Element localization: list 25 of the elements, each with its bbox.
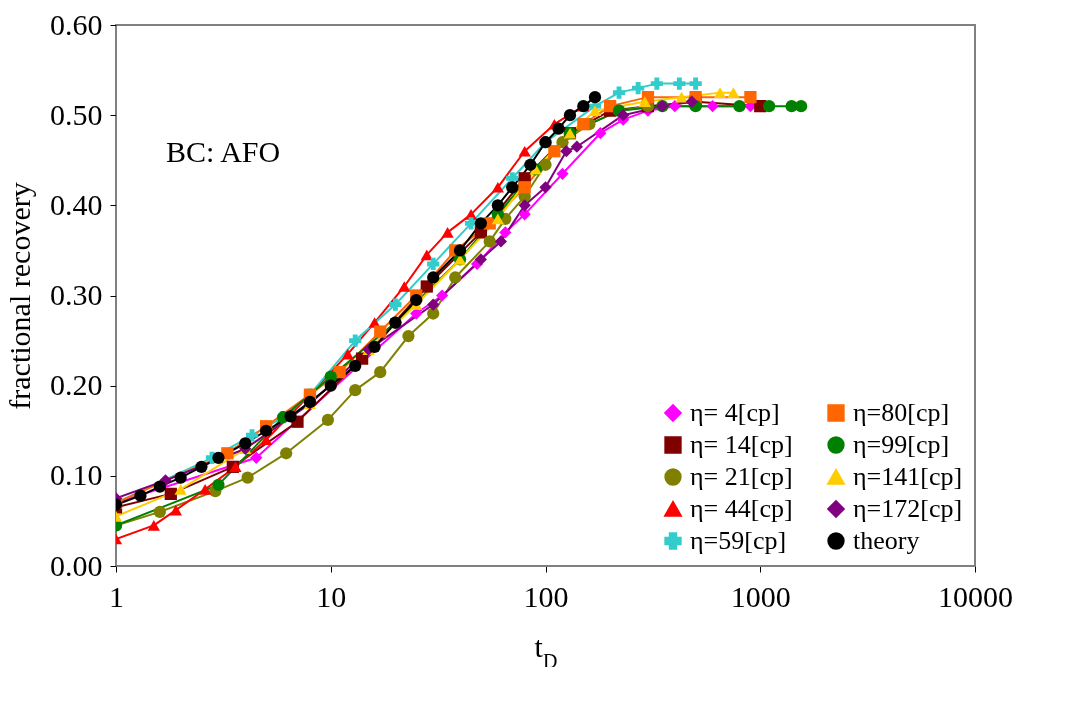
x-tick-label: 100 <box>523 579 569 613</box>
legend-label: η= 44[cp] <box>690 494 793 523</box>
x-tick-label: 10 <box>316 579 347 613</box>
legend-label: η=80[cp] <box>853 398 950 427</box>
y-tick-label: 0.40 <box>50 187 103 221</box>
x-tick-label: 1 <box>109 579 124 613</box>
legend-label: η= 14[cp] <box>690 430 793 459</box>
y-tick-label: 0.30 <box>50 278 103 311</box>
y-tick-label: 0.10 <box>50 458 103 492</box>
y-axis-title: fractional recovery <box>3 182 36 410</box>
legend-label: η=99[cp] <box>853 430 950 459</box>
y-tick-label: 0.60 <box>50 7 103 41</box>
legend-label: η=141[cp] <box>853 462 963 491</box>
legend-label: theory <box>853 526 920 555</box>
legend-label: η= 4[cp] <box>690 398 780 427</box>
annotation: BC: AFO <box>166 135 281 168</box>
legend-label: η=172[cp] <box>853 494 963 523</box>
x-tick-label: 1000 <box>730 579 791 613</box>
legend-label: η=59[cp] <box>690 526 787 555</box>
y-tick-label: 0.20 <box>50 368 103 402</box>
legend-label: η= 21[cp] <box>690 462 793 491</box>
x-axis-title: t$_{D}$ <box>534 629 558 672</box>
y-tick-label: 0.50 <box>50 97 103 131</box>
y-tick-label: 0.00 <box>50 548 103 582</box>
x-tick-label: 10000 <box>938 579 1013 613</box>
